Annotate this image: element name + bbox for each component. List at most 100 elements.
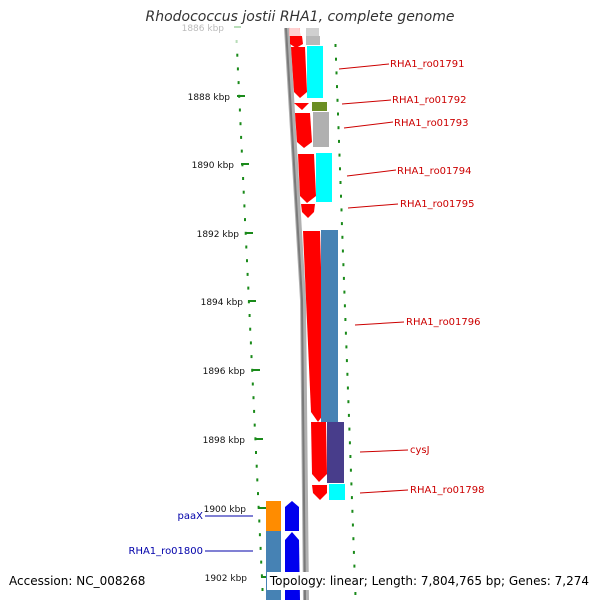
ruler-minor-tick [256, 478, 259, 482]
ruler-minor-tick [350, 496, 353, 500]
gene-arrow[interactable] [311, 422, 327, 482]
ruler-minor-tick [346, 386, 349, 390]
ruler-minor-tick [239, 122, 242, 126]
gene-arrow[interactable] [285, 501, 299, 531]
ruler-minor-tick [349, 455, 352, 458]
genome-summary-text: Topology: linear; Length: 7,804,765 bp; … [266, 572, 592, 590]
ruler-minor-tick [253, 409, 256, 413]
ruler-minor-tick [252, 396, 255, 400]
genome-title: Rhodococcus jostii RHA1, complete genome [145, 9, 455, 25]
ruler-minor-tick [248, 314, 251, 317]
scale-tick-label: 1894 kbp [201, 298, 244, 308]
ruler-minor-tick [240, 149, 243, 153]
gene-arrow[interactable] [298, 154, 316, 203]
ruler-minor-tick [350, 482, 353, 486]
ruler-minor-tick [342, 263, 345, 267]
ruler-minor-tick [342, 276, 345, 280]
ruler-dots-right [334, 44, 357, 595]
gene-arrow[interactable] [291, 47, 307, 98]
ruler-minor-tick [344, 318, 347, 321]
ruler-minor-tick [238, 108, 241, 112]
ruler-minor-tick [344, 331, 347, 335]
ruler-minor-tick [343, 304, 346, 308]
ruler-minor-tick [249, 341, 252, 345]
gene-arrow[interactable] [301, 204, 315, 218]
ruler-minor-tick [255, 451, 257, 454]
scale-tick-label: 1890 kbp [192, 161, 235, 171]
gene-label[interactable]: RHA1_ro01791 [390, 59, 465, 70]
scale-tick: 1900 kbp [204, 505, 266, 515]
ruler-minor-tick [240, 135, 243, 139]
gene-arrow[interactable] [294, 103, 309, 110]
gene-labels-minus: paaX RHA1_ro01800 [129, 511, 253, 557]
gene-label[interactable]: RHA1_ro01795 [400, 199, 475, 210]
ruler-minor-tick [245, 245, 248, 249]
ruler-minor-tick [253, 423, 256, 427]
cds-feature[interactable] [312, 102, 327, 111]
ruler-minor-tick [340, 222, 343, 226]
scale-tick: 1898 kbp [203, 436, 263, 446]
cds-feature[interactable] [306, 36, 320, 45]
cds-feature[interactable] [266, 501, 281, 531]
scale-tick: 1888 kbp [188, 93, 245, 103]
ruler-minor-tick [336, 85, 338, 89]
ruler-minor-tick [258, 533, 261, 537]
gene-label[interactable]: RHA1_ro01800 [129, 546, 204, 557]
ruler-minor-tick [347, 400, 350, 404]
cds-feature[interactable] [313, 112, 329, 147]
ruler-minor-tick [349, 468, 352, 472]
gene-label[interactable]: RHA1_ro01792 [392, 95, 467, 106]
scale-tick: 1902 kbp [205, 574, 269, 584]
ruler-minor-tick [338, 139, 340, 143]
gene-label[interactable]: RHA1_ro01794 [397, 166, 472, 177]
ruler-minor-tick [352, 550, 355, 554]
ruler-minor-tick [351, 523, 354, 527]
ruler-minor-tick [334, 44, 337, 47]
gene-arrow[interactable] [290, 36, 303, 48]
ruler-minor-tick [242, 190, 245, 194]
scale-tick-label: 1896 kbp [203, 367, 246, 377]
gene-label[interactable]: paaX [178, 511, 204, 522]
ruler-minor-tick [235, 40, 238, 43]
gene-arrows-plus [290, 28, 327, 500]
cds-feature[interactable] [307, 46, 323, 98]
ruler-minor-tick [339, 167, 341, 171]
ruler-minor-tick [348, 427, 351, 431]
ruler-minor-tick [345, 359, 348, 363]
cds-feature[interactable] [321, 230, 338, 422]
gene-arrow[interactable] [303, 231, 325, 422]
gene-label[interactable]: RHA1_ro01798 [410, 485, 485, 496]
gene-label[interactable]: RHA1_ro01793 [394, 118, 469, 129]
ruler-minor-tick [338, 153, 341, 157]
ruler-minor-tick [348, 441, 351, 445]
genome-backbone-core [285, 27, 306, 600]
gene-arrow[interactable] [290, 28, 301, 36]
scale-tick-label: 1900 kbp [204, 505, 247, 515]
cds-feature[interactable] [327, 422, 344, 483]
gene-arrow[interactable] [295, 113, 312, 148]
scale-tick-label: 1902 kbp [205, 574, 248, 584]
ruler-minor-tick [353, 564, 356, 568]
ruler-minor-tick [351, 509, 354, 513]
ruler-minor-tick [250, 355, 253, 359]
ruler-minor-tick [236, 53, 239, 57]
ruler-minor-tick [337, 126, 340, 130]
ruler-minor-tick [260, 574, 263, 578]
ruler-dots [235, 40, 264, 591]
cds-feature[interactable] [316, 153, 332, 202]
ruler-minor-tick [340, 194, 342, 198]
ruler-minor-tick [260, 560, 263, 564]
gene-label[interactable]: RHA1_ro01796 [406, 317, 481, 328]
gene-arrow[interactable] [312, 485, 327, 500]
ruler-minor-tick [354, 592, 357, 595]
ruler-minor-tick [259, 546, 262, 550]
cds-feature[interactable] [306, 28, 319, 36]
ruler-minor-tick [257, 492, 259, 496]
cds-plus [306, 36, 345, 500]
gene-label[interactable]: cysJ [410, 445, 430, 456]
ruler-minor-tick [237, 81, 240, 85]
ruler-minor-tick [343, 290, 346, 294]
cds-feature[interactable] [329, 484, 345, 500]
scale-tick-label: 1886 kbp [182, 24, 225, 34]
